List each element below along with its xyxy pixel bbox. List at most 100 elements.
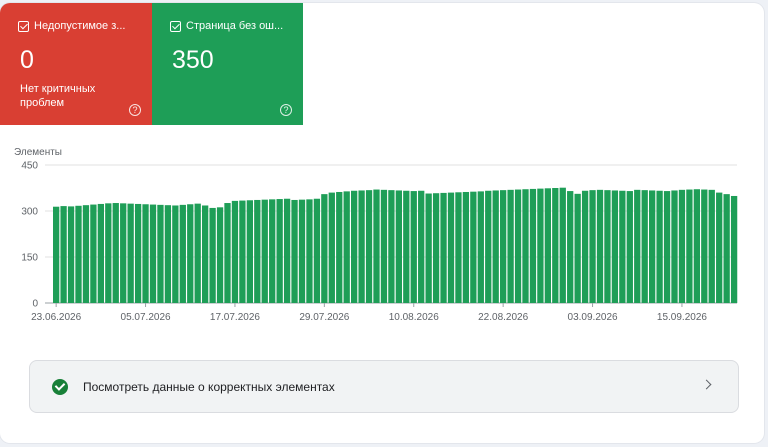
chart-bar[interactable] <box>373 189 380 303</box>
chart-bar[interactable] <box>596 189 604 303</box>
chart-bar[interactable] <box>239 200 246 303</box>
chart-bar[interactable] <box>522 189 529 303</box>
chart-bar[interactable] <box>269 199 276 303</box>
chart-bar[interactable] <box>105 203 112 303</box>
chart-bar[interactable] <box>321 194 328 303</box>
chart-bar[interactable] <box>604 190 611 303</box>
chart-bar[interactable] <box>462 191 470 303</box>
chart-bar[interactable] <box>358 190 365 303</box>
chart-bar[interactable] <box>261 199 268 303</box>
chart-bar[interactable] <box>403 190 410 303</box>
chart-bar[interactable] <box>328 192 335 303</box>
chart-bar[interactable] <box>351 190 358 303</box>
chart-bar[interactable] <box>485 190 492 303</box>
chart-bar[interactable] <box>343 191 350 303</box>
chart-bar[interactable] <box>678 189 686 303</box>
tile-valid[interactable]: Страница без ош... 350 ? <box>152 3 303 125</box>
chart-bar[interactable] <box>187 204 194 303</box>
chart-bar[interactable] <box>581 190 589 303</box>
chart-bar[interactable] <box>60 206 67 303</box>
chart-bar[interactable] <box>507 189 514 303</box>
chart-bar[interactable] <box>53 206 60 303</box>
chart-bar[interactable] <box>552 188 559 303</box>
chart-bar[interactable] <box>663 191 671 303</box>
chart-bar[interactable] <box>619 190 626 303</box>
chart-bar[interactable] <box>67 206 75 303</box>
chart-bar[interactable] <box>649 190 656 303</box>
chart-bar[interactable] <box>671 190 678 303</box>
chart-bar[interactable] <box>723 194 730 303</box>
chart-bar[interactable] <box>298 199 306 303</box>
chart-bar[interactable] <box>708 189 715 303</box>
chart-bar[interactable] <box>693 189 700 303</box>
chart-bar[interactable] <box>529 188 537 303</box>
tile-invalid[interactable]: Недопустимое з... 0 Нет критичных пробле… <box>0 3 152 125</box>
chart-bar[interactable] <box>626 191 633 303</box>
chart-bar[interactable] <box>291 199 298 303</box>
chart-bar[interactable] <box>179 204 186 303</box>
chart-bar[interactable] <box>254 199 261 303</box>
chart-bar[interactable] <box>216 207 224 303</box>
chart-bar[interactable] <box>202 205 209 303</box>
chart-bar[interactable] <box>500 190 507 303</box>
chart-bar[interactable] <box>447 192 455 303</box>
chart-bar[interactable] <box>492 190 499 303</box>
chart-bar[interactable] <box>365 190 373 303</box>
chart-bar[interactable] <box>75 205 82 303</box>
chart-bar[interactable] <box>224 203 231 303</box>
chart-bar[interactable] <box>164 205 172 303</box>
chart-bar[interactable] <box>470 191 477 303</box>
chart-bar[interactable] <box>410 191 417 303</box>
chart-bar[interactable] <box>656 190 663 303</box>
chart-bar[interactable] <box>418 190 425 303</box>
chart-bar[interactable] <box>574 193 581 303</box>
chart-bar[interactable] <box>477 191 484 303</box>
chart-bar[interactable] <box>395 190 402 303</box>
chart-bar[interactable] <box>283 198 291 303</box>
chart-bar[interactable] <box>455 192 462 303</box>
chart-bar[interactable] <box>380 189 388 303</box>
y-tick-label: 150 <box>21 253 38 264</box>
chart-bar[interactable] <box>514 189 522 303</box>
chart-bar[interactable] <box>589 190 596 303</box>
chart-bar[interactable] <box>611 190 619 303</box>
chart-bar[interactable] <box>336 191 343 303</box>
chart-bar[interactable] <box>641 190 648 303</box>
chart-bar[interactable] <box>120 203 127 303</box>
chart-bar[interactable] <box>730 195 738 303</box>
chart-bar[interactable] <box>172 205 179 303</box>
chart-bar[interactable] <box>716 192 723 303</box>
chart-bar[interactable] <box>537 188 544 303</box>
chart-bar[interactable] <box>440 192 447 303</box>
chart-bar[interactable] <box>134 203 142 303</box>
chart-bar[interactable] <box>686 189 693 303</box>
chart-bar[interactable] <box>306 199 313 303</box>
chart-bar[interactable] <box>82 205 90 303</box>
chart-bar[interactable] <box>634 189 641 303</box>
checkbox-checked-icon[interactable] <box>170 20 181 32</box>
chart-bar[interactable] <box>157 204 164 303</box>
chart-bar[interactable] <box>388 190 395 303</box>
chart-bar[interactable] <box>127 203 134 303</box>
help-circle-icon[interactable]: ? <box>129 104 141 116</box>
chart-bar[interactable] <box>112 203 119 303</box>
chart-bar[interactable] <box>425 193 432 303</box>
help-circle-icon[interactable]: ? <box>280 104 292 116</box>
chart-bar[interactable] <box>313 198 321 303</box>
chart-bar[interactable] <box>544 188 551 303</box>
chart-bar[interactable] <box>246 200 253 303</box>
chart-bar[interactable] <box>90 204 97 303</box>
chart-bar[interactable] <box>276 199 283 303</box>
chart-bar[interactable] <box>194 203 201 303</box>
chart-bar[interactable] <box>149 204 157 303</box>
chart-bar[interactable] <box>432 193 440 303</box>
chart-bar[interactable] <box>142 204 149 303</box>
chart-bar[interactable] <box>701 189 708 303</box>
chart-bar[interactable] <box>231 200 239 303</box>
chart-bar[interactable] <box>209 207 216 303</box>
chart-bar[interactable] <box>559 187 566 303</box>
checkbox-checked-icon[interactable] <box>18 20 29 32</box>
chart-bar[interactable] <box>567 191 574 303</box>
chart-bar[interactable] <box>97 203 104 303</box>
view-valid-items-button[interactable]: Посмотреть данные о корректных элементах <box>29 360 739 413</box>
